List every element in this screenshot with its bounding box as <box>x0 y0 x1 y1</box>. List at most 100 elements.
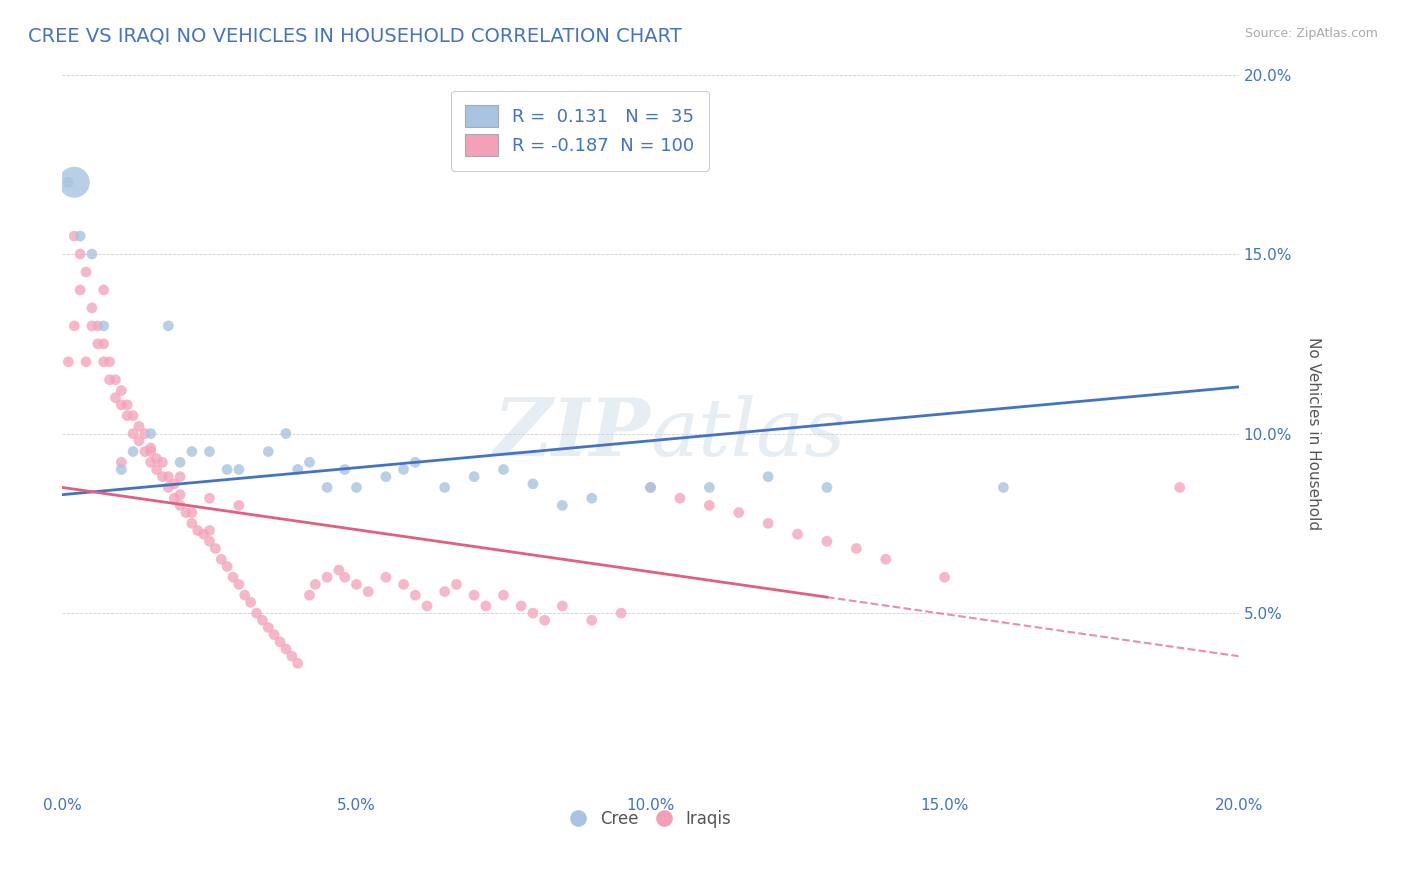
Point <box>104 391 127 405</box>
Point <box>98 373 121 387</box>
Point <box>152 469 174 483</box>
Point <box>128 434 150 448</box>
Point <box>640 480 662 494</box>
Point <box>1168 480 1191 494</box>
Point <box>274 426 297 441</box>
Point <box>122 409 145 423</box>
Point <box>281 649 304 664</box>
Point <box>63 318 86 333</box>
Point <box>69 247 91 261</box>
Point <box>198 444 221 458</box>
Point <box>274 642 297 657</box>
Point <box>128 419 150 434</box>
Point <box>75 265 97 279</box>
Point <box>346 577 368 591</box>
Point <box>180 516 202 531</box>
Point <box>346 480 368 494</box>
Point <box>198 524 221 538</box>
Point <box>115 398 138 412</box>
Point <box>198 491 221 506</box>
Text: CREE VS IRAQI NO VEHICLES IN HOUSEHOLD CORRELATION CHART: CREE VS IRAQI NO VEHICLES IN HOUSEHOLD C… <box>28 27 682 45</box>
Point <box>374 469 396 483</box>
Point <box>193 527 215 541</box>
Point <box>104 373 127 387</box>
Point <box>58 355 80 369</box>
Point <box>204 541 226 556</box>
Point <box>463 469 485 483</box>
Point <box>333 570 356 584</box>
Point <box>257 444 280 458</box>
Point <box>122 444 145 458</box>
Point <box>180 506 202 520</box>
Point <box>157 469 180 483</box>
Point <box>174 506 197 520</box>
Point <box>245 606 267 620</box>
Point <box>187 524 209 538</box>
Point <box>815 534 838 549</box>
Point <box>145 462 167 476</box>
Point <box>786 527 808 541</box>
Point <box>228 577 250 591</box>
Point <box>152 455 174 469</box>
Point <box>63 229 86 244</box>
Point <box>228 462 250 476</box>
Point <box>433 480 456 494</box>
Point <box>304 577 326 591</box>
Point <box>98 355 121 369</box>
Point <box>87 336 110 351</box>
Point <box>993 480 1015 494</box>
Point <box>69 229 91 244</box>
Point <box>699 480 721 494</box>
Point <box>404 455 426 469</box>
Point <box>263 628 285 642</box>
Point <box>180 444 202 458</box>
Point <box>163 476 186 491</box>
Point <box>610 606 633 620</box>
Text: atlas: atlas <box>651 395 846 473</box>
Point <box>640 480 662 494</box>
Point <box>374 570 396 584</box>
Point <box>87 318 110 333</box>
Point <box>756 469 779 483</box>
Point <box>198 534 221 549</box>
Point <box>169 455 191 469</box>
Legend: Cree, Iraqis: Cree, Iraqis <box>564 804 738 835</box>
Point <box>134 444 156 458</box>
Point <box>551 599 574 613</box>
Point <box>699 499 721 513</box>
Point <box>333 462 356 476</box>
Point <box>934 570 956 584</box>
Point <box>110 455 132 469</box>
Point <box>845 541 868 556</box>
Point <box>139 426 162 441</box>
Point <box>316 570 339 584</box>
Point <box>80 301 103 315</box>
Point <box>298 455 321 469</box>
Point <box>756 516 779 531</box>
Point <box>115 409 138 423</box>
Point <box>522 606 544 620</box>
Point <box>815 480 838 494</box>
Point <box>157 318 180 333</box>
Point <box>522 476 544 491</box>
Point <box>80 247 103 261</box>
Point <box>316 480 339 494</box>
Point <box>357 584 380 599</box>
Point <box>252 613 274 627</box>
Point <box>875 552 897 566</box>
Point <box>110 384 132 398</box>
Point <box>581 491 603 506</box>
Point <box>404 588 426 602</box>
Point <box>139 455 162 469</box>
Point <box>551 499 574 513</box>
Point <box>581 613 603 627</box>
Point <box>169 499 191 513</box>
Point <box>63 175 86 189</box>
Point <box>287 462 309 476</box>
Point <box>446 577 468 591</box>
Text: Source: ZipAtlas.com: Source: ZipAtlas.com <box>1244 27 1378 40</box>
Point <box>392 462 415 476</box>
Point <box>157 480 180 494</box>
Point <box>510 599 533 613</box>
Point <box>433 584 456 599</box>
